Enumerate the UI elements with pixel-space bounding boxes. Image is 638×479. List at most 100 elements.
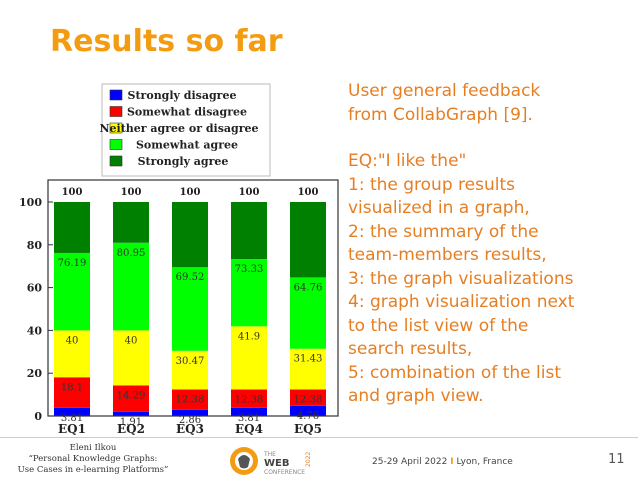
- author-line-0: Eleni Ilkou: [69, 443, 117, 453]
- bar-segment-eq3-3: [172, 267, 208, 351]
- cumulative-label-eq3-1: 12.38: [176, 395, 205, 406]
- footer-date-location: 25-29 April 2022 I Lyon, France: [372, 457, 513, 467]
- chart-y-axis: 0 20 40 60 80 100 EQ1 EQ2 EQ3 EQ4 EQ5: [19, 179, 339, 436]
- y-tick-label-0: 0: [34, 410, 42, 423]
- bar-segment-eq3-0: [172, 409, 208, 416]
- y-tick-label-4: 80: [27, 239, 43, 252]
- eq-line-5: 3: the graph visualizations: [348, 268, 574, 289]
- feedback-caption: User general feedback from CollabGraph [9…: [348, 80, 633, 127]
- eq-line-3: 2: the summary of the: [348, 221, 539, 242]
- logo-text-conference: CONFERENCE: [264, 469, 305, 476]
- logo-text-the: THE: [263, 451, 276, 458]
- legend-swatch-4: [109, 155, 123, 167]
- bar-segment-eq5-1: [290, 389, 326, 406]
- footer-separator: I: [450, 457, 454, 467]
- logo-text-web: WEB: [264, 458, 289, 469]
- bar-segment-eq2-2: [113, 330, 149, 386]
- bar-segment-eq1-0: [54, 407, 90, 416]
- cumulative-label-eq2-1: 14.29: [117, 390, 146, 401]
- eq-line-9: 5: combination of the list: [348, 362, 561, 383]
- bar-segment-eq1-1: [54, 377, 90, 408]
- feedback-line-1: from CollabGraph [9].: [348, 104, 533, 125]
- y-tick-label-1: 20: [27, 367, 43, 380]
- cumulative-label-eq4-2: 41.9: [238, 331, 260, 342]
- footer-date: 25-29 April 2022: [372, 457, 448, 467]
- cumulative-label-eq2-0: 1.91: [120, 417, 142, 428]
- category-label-eq1: EQ1: [58, 422, 86, 436]
- feedback-line-0: User general feedback: [348, 81, 541, 101]
- eq-line-8: search results,: [348, 339, 473, 359]
- legend-swatch-0: [109, 89, 123, 101]
- bar-segment-eq3-4: [172, 202, 208, 268]
- eq-line-4: team-members results,: [348, 245, 547, 265]
- legend-label-3: Somewhat agree: [136, 139, 238, 152]
- legend-box: [101, 83, 271, 177]
- cumulative-label-eq4-3: 73.33: [235, 264, 264, 275]
- author-line-2: Use Cases in e-learning Platforms”: [17, 465, 169, 475]
- total-label-eq4: 100: [239, 187, 260, 198]
- bar-segment-eq1-4: [54, 202, 90, 253]
- web-conference-logo: THE WEB CONFERENCE 2022: [230, 447, 312, 476]
- eq-line-1: 1: the group results: [348, 174, 515, 195]
- bar-segment-eq2-1: [113, 385, 149, 412]
- total-label-eq1: 100: [62, 187, 83, 198]
- bar-segment-eq4-2: [231, 326, 267, 390]
- category-label-eq3: EQ3: [176, 422, 204, 436]
- cumulative-label-eq1-0: 3.81: [61, 413, 83, 424]
- stacked-bar-chart: Strongly disagree Somewhat disagree Neithe…: [19, 83, 339, 436]
- cumulative-label-eq5-1: 12.38: [294, 395, 323, 406]
- footer-author: Eleni Ilkou “Personal Knowledge Graphs: Us…: [0, 443, 186, 476]
- bar-segment-eq5-2: [290, 348, 326, 390]
- legend-label-2: Neither agree or disagree: [99, 122, 258, 135]
- legend-swatch-1: [109, 106, 123, 117]
- bar-segment-eq4-4: [231, 202, 267, 260]
- bar-segment-eq5-3: [290, 277, 326, 349]
- legend-label-4: Strongly agree: [138, 155, 229, 168]
- cumulative-label-eq5-2: 31.43: [294, 354, 323, 365]
- slide-title: Results so far: [50, 24, 283, 59]
- cumulative-label-eq1-3: 76.19: [58, 258, 87, 269]
- legend-swatch-2: [109, 122, 123, 134]
- cumulative-label-eq3-0: 2.86: [179, 415, 201, 426]
- eq-description: EQ:"I like the" 1: the group results visua…: [348, 150, 633, 409]
- y-tick-label-2: 40: [27, 324, 43, 337]
- cumulative-label-eq1-2: 40: [66, 335, 79, 346]
- eq-line-10: and graph view.: [348, 386, 484, 406]
- bar-segment-eq2-0: [113, 411, 149, 416]
- cumulative-label-eq4-1: 12.38: [235, 395, 264, 406]
- category-label-eq2: EQ2: [117, 422, 145, 436]
- bar-segment-eq4-3: [231, 259, 267, 327]
- y-tick-label-5: 100: [19, 196, 42, 209]
- bar-segment-eq1-3: [54, 252, 90, 331]
- legend-label-0: Strongly disagree: [128, 89, 237, 102]
- category-label-eq4: EQ4: [235, 422, 263, 436]
- cumulative-label-eq3-3: 69.52: [176, 272, 205, 283]
- logo-year: 2022: [305, 452, 312, 467]
- author-line-1: “Personal Knowledge Graphs:: [28, 454, 158, 464]
- cumulative-label-eq2-3: 80.95: [117, 248, 146, 259]
- category-label-eq5: EQ5: [294, 422, 322, 436]
- y-tick-label-3: 60: [27, 282, 43, 295]
- page-number: 11: [608, 452, 625, 467]
- legend-label-1: Somewhat disagree: [127, 106, 247, 119]
- chart-bars: 3.81 18.1 40 76.19 100 1.91 14.29 40 80.95 100 2.8…: [54, 187, 326, 428]
- cumulative-label-eq3-2: 30.47: [176, 356, 205, 367]
- chart-legend: Strongly disagree Somewhat disagree Neithe…: [99, 83, 271, 177]
- eq-line-7: to the list view of the: [348, 315, 529, 336]
- cumulative-label-eq5-3: 64.76: [294, 282, 323, 293]
- bar-segment-eq3-1: [172, 389, 208, 410]
- footer-divider: [0, 437, 638, 438]
- total-label-eq3: 100: [180, 187, 201, 198]
- footer-location: Lyon, France: [456, 457, 513, 467]
- total-label-eq2: 100: [121, 187, 142, 198]
- eq-line-0: EQ:"I like the": [348, 151, 467, 171]
- eq-line-6: 4: graph visualization next: [348, 292, 575, 312]
- legend-swatch-3: [109, 139, 123, 150]
- eq-line-2: visualized in a graph,: [348, 198, 530, 218]
- cumulative-label-eq1-1: 18.1: [61, 382, 83, 393]
- bar-segment-eq2-4: [113, 202, 149, 243]
- bar-segment-eq5-0: [290, 405, 326, 416]
- bar-segment-eq4-1: [231, 389, 267, 408]
- total-label-eq5: 100: [298, 187, 319, 198]
- cumulative-label-eq2-2: 40: [125, 335, 138, 346]
